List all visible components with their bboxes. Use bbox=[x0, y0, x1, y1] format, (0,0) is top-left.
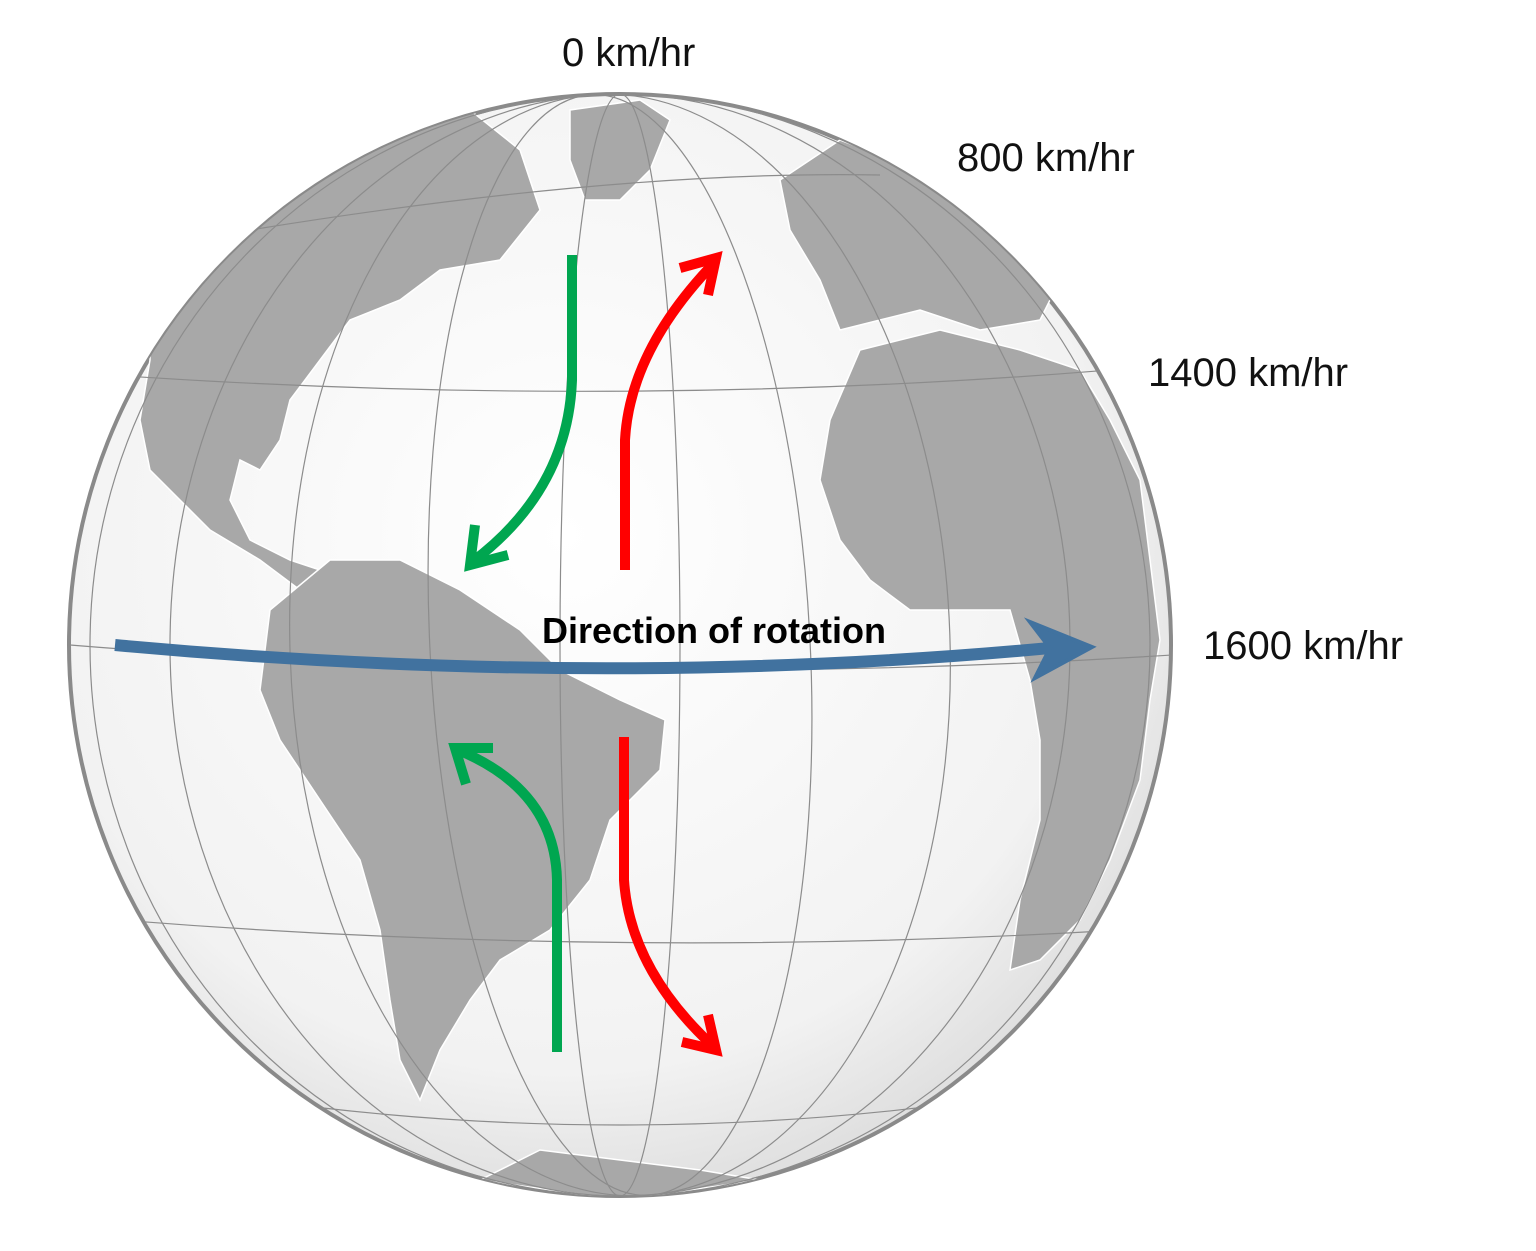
rotation-arrow-head bbox=[1023, 617, 1097, 683]
greenland bbox=[569, 99, 671, 201]
arrows bbox=[114, 250, 1097, 1057]
rotation-arrow bbox=[114, 639, 1051, 675]
red-arrow-south-head bbox=[680, 1013, 723, 1057]
green-arrow-north-head bbox=[464, 524, 510, 572]
green-arrow-north bbox=[468, 255, 577, 566]
speed-label-pole: 0 km/hr bbox=[562, 31, 696, 75]
red-arrow-south bbox=[619, 737, 719, 1052]
green-arrow-south bbox=[456, 745, 562, 1052]
green-arrow-south-head bbox=[448, 743, 493, 786]
speed-label-equator: 1600 km/hr bbox=[1203, 624, 1404, 668]
speed-label-60: 800 km/hr bbox=[957, 136, 1135, 180]
speed-label-30: 1400 km/hr bbox=[1148, 351, 1349, 395]
graticule bbox=[69, 94, 1171, 1196]
africa bbox=[819, 329, 1161, 972]
direction-of-rotation-label: Direction of rotation bbox=[542, 610, 886, 651]
south-america bbox=[259, 559, 666, 1102]
red-arrow-north bbox=[620, 258, 719, 570]
red-arrow-north-head bbox=[678, 250, 723, 297]
